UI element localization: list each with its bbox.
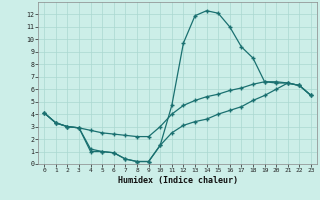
X-axis label: Humidex (Indice chaleur): Humidex (Indice chaleur): [118, 176, 238, 185]
